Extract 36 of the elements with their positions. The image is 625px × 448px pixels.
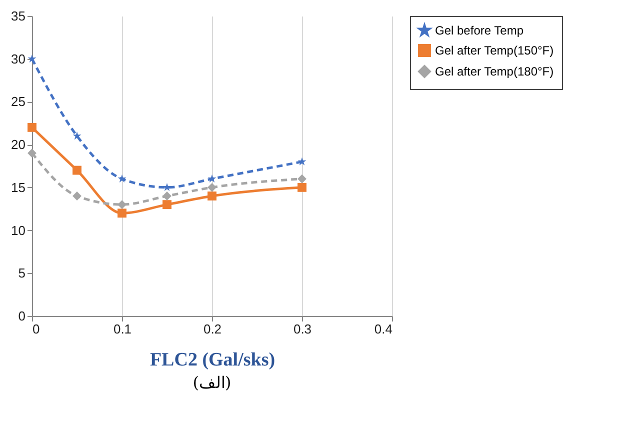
point [298,174,306,184]
point [162,200,172,210]
y-tick-label: 25 [11,94,26,110]
point [208,174,216,182]
x-axis-title: FLC2 (Gal/sks) [150,350,276,370]
point [118,208,126,218]
point [118,200,126,210]
y-tick-label: 30 [11,51,26,66]
x-tick-label: 0.3 [293,322,312,336]
point [72,192,82,200]
point [298,182,306,192]
y-tick-label: 35 [11,8,26,24]
x-tick-label: 0.4 [374,322,392,336]
point [208,192,216,200]
x-tick-label: 0 [32,322,40,336]
point [118,174,126,182]
legend-label: Gel after Temp(150°F) [435,44,554,58]
y-tick-label: 5 [18,266,26,281]
text: (الف) [192,373,232,392]
x-tick-label: 0.2 [203,322,222,336]
legend-label: Gel before Temp [435,24,524,38]
point [28,54,36,62]
x-tick-label: 0.1 [113,322,132,336]
y-tick-label: 15 [11,180,26,195]
point [72,132,82,140]
y-tick-label: 0 [18,308,26,324]
point [208,182,216,192]
point [28,122,36,132]
point [72,166,82,175]
legend-label: Gel after Temp(180°F) [435,64,554,78]
y-tick-label: 10 [11,222,26,238]
point [162,192,172,200]
point [162,182,172,192]
point [298,157,306,166]
point [28,148,36,158]
y-tick-label: 20 [11,137,26,152]
